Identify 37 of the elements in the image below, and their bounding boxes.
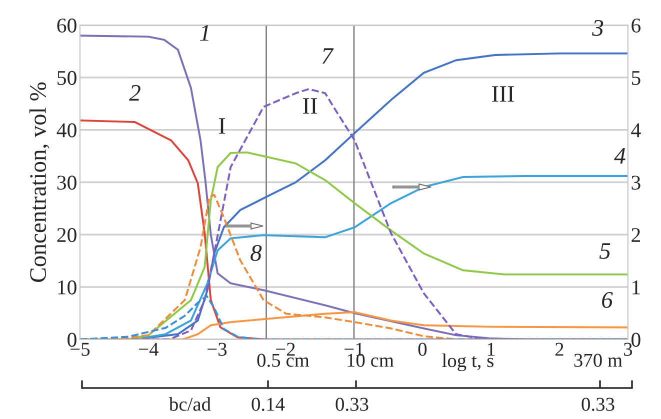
- y2-tick-label: 3: [632, 176, 640, 190]
- annotation: 2: [129, 85, 140, 101]
- y2-tick-label: 2: [632, 228, 640, 242]
- y2-tick-label: 4: [631, 123, 641, 138]
- y-tick-label: 30: [57, 176, 76, 190]
- text: 0.33: [582, 398, 614, 411]
- x-tick-label: 2: [555, 342, 564, 356]
- x-tick-label: 3: [624, 342, 632, 356]
- annotation: 1: [200, 25, 208, 41]
- annotation: III: [492, 86, 514, 102]
- text: 370 m: [574, 354, 622, 367]
- text: 0.14: [252, 398, 285, 411]
- y2-tick-label: 6: [632, 18, 641, 33]
- y2-tick-label: 0: [632, 332, 640, 347]
- annotation: 5: [599, 243, 610, 259]
- y-tick-label: 10: [58, 280, 76, 294]
- annotation: I: [218, 118, 226, 134]
- y-axis-title: Concentration, vol %: [29, 82, 50, 282]
- annotation: 3: [592, 20, 604, 36]
- annotation: 8: [250, 244, 262, 261]
- x-tick-label: −4: [139, 342, 159, 356]
- annotation: II: [302, 98, 318, 114]
- y-tick-label: 60: [57, 18, 76, 33]
- text: 0.33: [336, 398, 368, 411]
- annotation: 6: [602, 292, 613, 308]
- x-tick-label: −2: [276, 342, 295, 356]
- y-tick-label: 40: [56, 123, 76, 138]
- x-tick-label: −3: [208, 342, 227, 356]
- y-tick-label: 20: [57, 228, 76, 242]
- x-tick-label: 0: [418, 342, 427, 356]
- annotation: 4: [614, 148, 626, 164]
- y2-tick-label: 5: [632, 71, 640, 85]
- y2-tick-label: 1: [632, 280, 640, 294]
- y-tick-label: 50: [58, 70, 76, 85]
- text: bc/ad: [168, 397, 211, 411]
- annotation: 7: [322, 48, 334, 64]
- text: 10 cm: [348, 354, 394, 367]
